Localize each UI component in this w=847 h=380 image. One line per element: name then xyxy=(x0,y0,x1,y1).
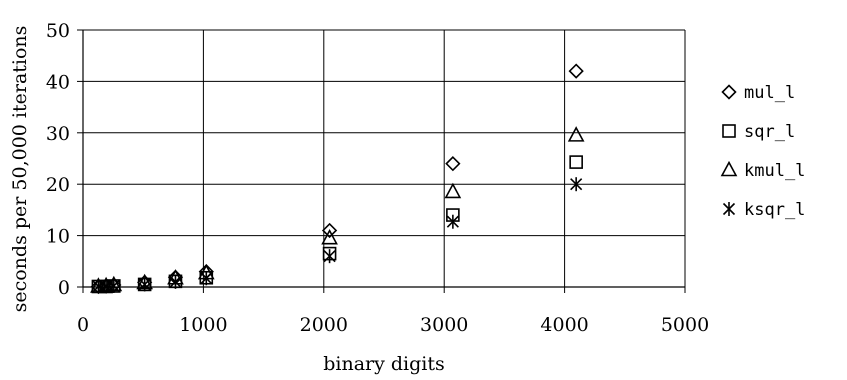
x-tick-label: 2000 xyxy=(300,314,348,336)
y-tick-label: 20 xyxy=(46,174,70,196)
data-points xyxy=(90,63,585,295)
legend: mul_l sqr_l kmul_l ksqr_l xyxy=(720,83,805,220)
legend-label: mul_l xyxy=(744,83,795,103)
point-ksqr-l xyxy=(570,177,583,192)
y-tick-label: 40 xyxy=(46,71,70,93)
point-ksqr-l xyxy=(323,249,336,264)
point-ksqr-l xyxy=(169,274,182,289)
point-ksqr-l xyxy=(138,277,151,292)
legend-marker-ksqr-l xyxy=(722,202,736,216)
legend-marker-kmul-l xyxy=(720,160,738,177)
x-axis-ticks: 0 1000 2000 3000 4000 5000 xyxy=(77,287,709,336)
y-tick-label: 30 xyxy=(46,123,70,145)
point-kmul-l xyxy=(444,182,462,199)
plot-axes xyxy=(82,30,685,288)
legend-label: sqr_l xyxy=(744,122,795,142)
x-tick-label: 1000 xyxy=(179,314,227,336)
legend-label: kmul_l xyxy=(744,161,805,181)
plot-grid xyxy=(83,29,686,287)
point-ksqr-l xyxy=(107,278,120,293)
point-mul-l xyxy=(568,63,584,79)
x-tick-label: 3000 xyxy=(420,314,468,336)
point-ksqr-l xyxy=(446,214,459,229)
legend-marker-sqr-l xyxy=(722,124,736,138)
point-kmul-l xyxy=(321,228,338,245)
y-tick-label: 10 xyxy=(46,226,70,248)
point-sqr-l xyxy=(569,155,583,169)
x-tick-label: 5000 xyxy=(661,314,709,336)
point-mul-l xyxy=(321,222,338,239)
x-tick-label: 4000 xyxy=(540,314,588,336)
legend-label: ksqr_l xyxy=(744,200,805,220)
y-axis-ticks: 0 10 20 30 40 50 xyxy=(46,20,83,299)
point-mul-l xyxy=(445,156,461,172)
legend-marker-mul-l xyxy=(721,84,737,100)
y-tick-label: 0 xyxy=(58,277,70,299)
y-axis-label: seconds per 50,000 iterations xyxy=(9,26,31,313)
point-kmul-l xyxy=(567,126,585,142)
x-tick-label: 0 xyxy=(77,314,89,336)
x-axis-label: binary digits xyxy=(323,353,445,375)
y-tick-label: 50 xyxy=(46,20,70,42)
point-ksqr-l xyxy=(200,271,213,286)
